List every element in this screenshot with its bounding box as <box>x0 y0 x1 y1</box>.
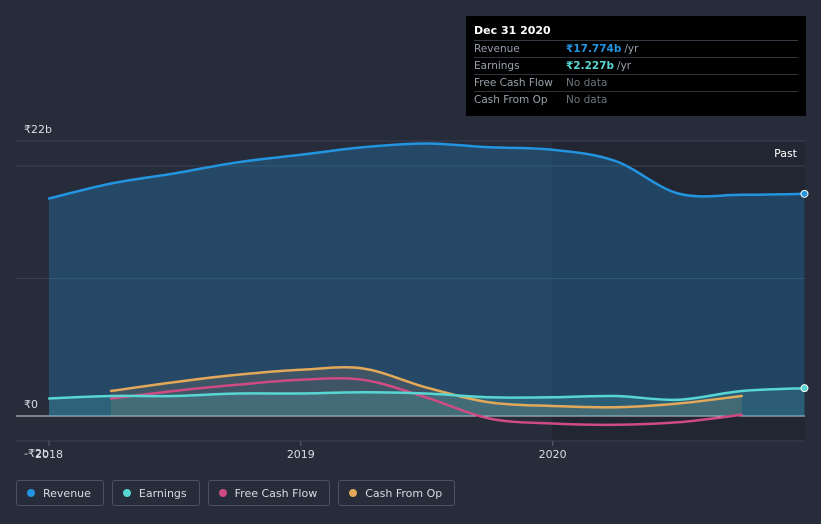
series-endpoints <box>800 189 809 393</box>
tooltip-row-earnings: Earnings ₹2.227b /yr <box>474 58 798 75</box>
series-areas <box>49 143 805 416</box>
earnings-endpoint <box>800 384 809 393</box>
free-cash-flow-line <box>109 376 743 427</box>
tooltip: Dec 31 2020 Revenue ₹17.774b /yr Earning… <box>466 16 806 116</box>
legend-item-revenue[interactable]: Revenue <box>16 480 104 506</box>
legend-dot-icon <box>218 489 227 497</box>
earnings-area <box>49 388 805 416</box>
earnings-line <box>47 386 806 402</box>
tooltip-value: ₹17.774b <box>566 43 622 55</box>
legend-item-free-cash-flow[interactable]: Free Cash Flow <box>207 480 331 506</box>
legend-dot-icon <box>122 489 131 497</box>
revenue-line <box>47 142 806 200</box>
legend: Revenue Earnings Free Cash Flow Cash Fro… <box>16 480 456 506</box>
tooltip-value: ₹2.227b <box>566 60 615 72</box>
revenue-endpoint <box>800 189 809 198</box>
y-tick-label: ₹22b <box>24 123 52 136</box>
tooltip-label: Revenue <box>474 43 520 55</box>
legend-label: Free Cash Flow <box>234 486 318 500</box>
tooltip-value: No data <box>566 77 608 89</box>
tooltip-label: Earnings <box>474 60 520 72</box>
revenue-area <box>49 143 805 416</box>
past-shade <box>552 141 805 441</box>
y-axis-labels: ₹22b ₹0 -₹2b <box>24 123 52 460</box>
cash-from-op-line <box>109 366 743 409</box>
tooltip-value: No data <box>566 94 608 106</box>
x-tick-label: 2018 <box>35 448 63 461</box>
tooltip-unit: /yr <box>624 43 639 55</box>
legend-label: Earnings <box>138 486 187 500</box>
legend-item-earnings[interactable]: Earnings <box>111 480 200 506</box>
tooltip-date: Dec 31 2020 <box>474 24 798 41</box>
x-axis-labels: 2018 2019 2020 <box>35 441 567 461</box>
y-tick-label: ₹0 <box>24 398 38 411</box>
tooltip-row-free-cash-flow: Free Cash Flow No data <box>474 75 798 92</box>
cash-from-op-area <box>111 367 742 416</box>
tooltip-unit: /yr <box>617 60 632 72</box>
tooltip-label: Cash From Op <box>474 94 548 106</box>
x-tick-label: 2019 <box>287 448 315 461</box>
legend-dot-icon <box>27 489 35 497</box>
legend-dot-icon <box>349 489 358 497</box>
legend-label: Cash From Op <box>365 486 443 500</box>
tooltip-row-revenue: Revenue ₹17.774b /yr <box>474 41 798 58</box>
y-tick-label: -₹2b <box>24 447 49 460</box>
series-lines <box>47 142 806 427</box>
legend-item-cash-from-op[interactable]: Cash From Op <box>338 480 456 506</box>
legend-label: Revenue <box>43 486 91 500</box>
grid <box>16 140 805 442</box>
tooltip-label: Free Cash Flow <box>474 77 553 89</box>
tooltip-row-cash-from-op: Cash From Op No data <box>474 92 798 108</box>
past-label: Past <box>774 147 798 160</box>
x-tick-label: 2020 <box>539 448 567 461</box>
